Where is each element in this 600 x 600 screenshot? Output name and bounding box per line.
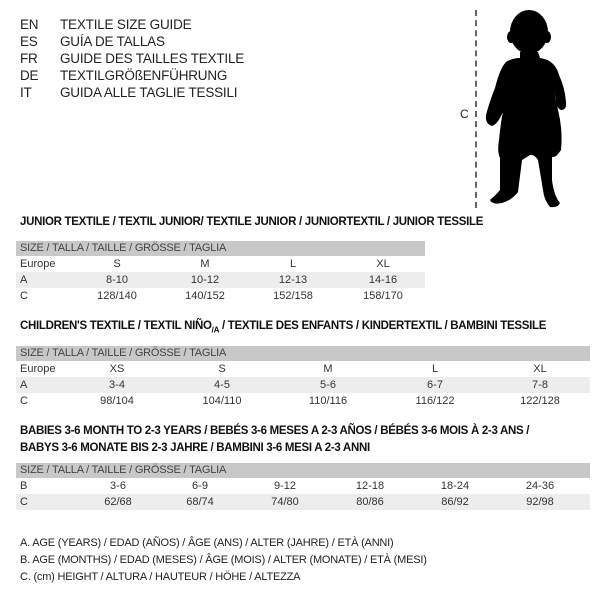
lang-title-de: TEXTILGRÖßENFÜHRUNG xyxy=(60,68,228,83)
table-cell: 140/152 xyxy=(185,290,225,302)
child-silhouette-icon xyxy=(485,10,567,208)
table-cell: L xyxy=(431,363,439,375)
height-measure-line xyxy=(475,10,477,208)
table-cell: 98/104 xyxy=(100,395,134,407)
table-cell: 122/128 xyxy=(520,395,560,407)
table-cell: 9-12 xyxy=(273,480,297,492)
junior-size-table: SIZE / TALLA / TAILLE / GRÖSSE / TAGLIA … xyxy=(16,241,425,304)
lang-code-en: EN xyxy=(20,17,39,32)
table-header: SIZE / TALLA / TAILLE / GRÖSSE / TAGLIA xyxy=(16,241,425,256)
table-cell: XL xyxy=(533,363,547,375)
children-section-title: CHILDREN'S TEXTILE / TEXTIL NIÑO/A / TEX… xyxy=(20,320,546,334)
table-header: SIZE / TALLA / TAILLE / GRÖSSE / TAGLIA xyxy=(16,346,590,361)
babies-section-title-line1: BABIES 3-6 MONTH TO 2-3 YEARS / BEBÉS 3-… xyxy=(20,425,530,437)
table-cell: 4-5 xyxy=(214,379,230,391)
table-cell: 12-13 xyxy=(278,274,308,286)
lang-title-es: GUÍA DE TALLAS xyxy=(60,34,165,49)
table-row: B 3-6 6-9 9-12 12-18 18-24 24-36 xyxy=(16,478,590,494)
table-cell: 3-6 xyxy=(110,480,126,492)
table-cell: 152/158 xyxy=(273,290,313,302)
table-cell: S xyxy=(218,363,226,375)
table-cell: 116/122 xyxy=(415,395,455,407)
row-label: A xyxy=(20,274,28,286)
table-cell: 7-8 xyxy=(532,379,548,391)
babies-size-table: SIZE / TALLA / TAILLE / GRÖSSE / TAGLIA … xyxy=(16,463,590,510)
lang-code-it: IT xyxy=(20,85,32,100)
lang-title-en: TEXTILE SIZE GUIDE xyxy=(60,17,192,32)
table-cell: 110/116 xyxy=(308,395,348,407)
lang-code-es: ES xyxy=(20,34,38,49)
table-row: Europe S M L XL xyxy=(16,256,425,272)
title-subscript: /A xyxy=(211,325,220,335)
legend-c: C. (cm) HEIGHT / ALTURA / HAUTEUR / HÖHE… xyxy=(20,571,301,583)
table-cell: 6-9 xyxy=(192,480,208,492)
table-cell: 158/170 xyxy=(363,290,403,302)
table-cell: 12-18 xyxy=(355,480,385,492)
table-cell: 92/98 xyxy=(526,496,554,508)
table-row: Europe XS S M L XL xyxy=(16,361,590,377)
table-cell: 5-6 xyxy=(320,379,336,391)
table-cell: 24-36 xyxy=(525,480,555,492)
row-label: C xyxy=(20,395,28,407)
title-part: CHILDREN'S TEXTILE / TEXTIL NIÑO xyxy=(20,320,212,332)
table-cell: 3-4 xyxy=(109,379,125,391)
junior-section-title: JUNIOR TEXTILE / TEXTIL JUNIOR/ TEXTILE … xyxy=(20,216,484,228)
row-label: Europe xyxy=(20,258,56,270)
row-label: C xyxy=(20,496,28,508)
babies-section-title-line2: BABYS 3-6 MONATE BIS 2-3 JAHRE / BAMBINI… xyxy=(20,442,370,454)
children-size-table: SIZE / TALLA / TAILLE / GRÖSSE / TAGLIA … xyxy=(16,346,590,409)
row-label: C xyxy=(20,290,28,302)
table-row: A 3-4 4-5 5-6 6-7 7-8 xyxy=(16,377,590,393)
table-cell: 62/68 xyxy=(104,496,132,508)
table-cell: XL xyxy=(376,258,390,270)
table-cell: 6-7 xyxy=(427,379,443,391)
table-cell: 104/110 xyxy=(202,395,242,407)
lang-title-fr: GUIDE DES TAILLES TEXTILE xyxy=(60,51,245,66)
lang-code-fr: FR xyxy=(20,51,38,66)
lang-code-de: DE xyxy=(20,68,39,83)
title-part: / TEXTILE DES ENFANTS / KINDERTEXTIL / B… xyxy=(219,320,547,332)
table-cell: 128/140 xyxy=(97,290,137,302)
legend-b: B. AGE (MONTHS) / EDAD (MESES) / ÂGE (MO… xyxy=(20,554,427,566)
table-cell: M xyxy=(200,258,210,270)
lang-title-it: GUIDA ALLE TAGLIE TESSILI xyxy=(60,85,238,100)
table-cell: XS xyxy=(109,363,125,375)
table-cell: 68/74 xyxy=(186,496,214,508)
table-cell: 8-10 xyxy=(105,274,129,286)
legend-a: A. AGE (YEARS) / EDAD (AÑOS) / ÂGE (ANS)… xyxy=(20,537,394,549)
table-cell: L xyxy=(289,258,297,270)
row-label: B xyxy=(20,480,28,492)
table-cell: S xyxy=(113,258,121,270)
row-label: Europe xyxy=(20,363,56,375)
table-row: A 8-10 10-12 12-13 14-16 xyxy=(16,272,425,288)
table-cell: 14-16 xyxy=(368,274,398,286)
height-figure: C xyxy=(440,0,600,215)
table-cell: 10-12 xyxy=(190,274,220,286)
table-header: SIZE / TALLA / TAILLE / GRÖSSE / TAGLIA xyxy=(16,463,590,478)
table-cell: 86/92 xyxy=(441,496,469,508)
row-label: A xyxy=(20,379,28,391)
table-row: C 98/104 104/110 110/116 116/122 122/128 xyxy=(16,393,590,409)
table-row: C 128/140 140/152 152/158 158/170 xyxy=(16,288,425,304)
table-cell: 80/86 xyxy=(356,496,384,508)
table-cell: M xyxy=(323,363,333,375)
table-cell: 74/80 xyxy=(271,496,299,508)
table-cell: 18-24 xyxy=(440,480,470,492)
table-row: C 62/68 68/74 74/80 80/86 86/92 92/98 xyxy=(16,494,590,510)
height-measure-label: C xyxy=(460,107,469,121)
